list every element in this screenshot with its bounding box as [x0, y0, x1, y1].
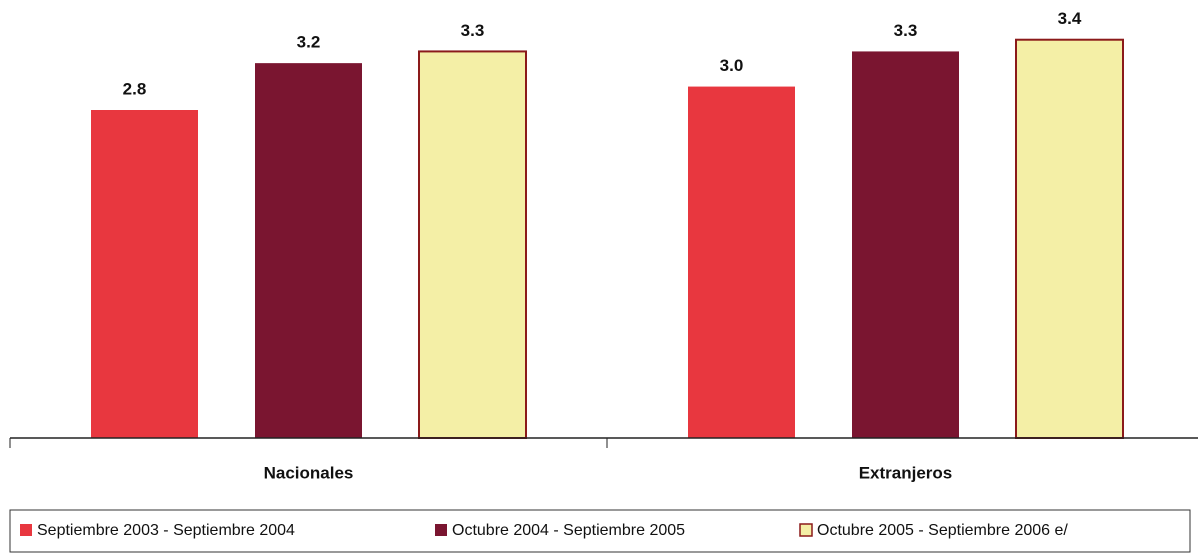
legend-swatch	[20, 524, 32, 536]
value-label: 2.8	[123, 79, 147, 98]
value-label: 3.4	[1058, 9, 1082, 28]
bar	[91, 110, 198, 438]
value-label: 3.2	[297, 33, 321, 52]
bar	[418, 50, 527, 440]
legend-label: Septiembre 2003 - Septiembre 2004	[37, 522, 295, 539]
legend-label: Octubre 2005 - Septiembre 2006 e/	[817, 522, 1068, 539]
legend-box	[9, 509, 1191, 553]
bar	[688, 86, 795, 439]
bar	[1015, 38, 1124, 439]
value-label: 3.3	[894, 21, 918, 40]
bar	[852, 51, 959, 439]
x-tick-label: Nacionales	[264, 463, 354, 482]
legend-label: Octubre 2004 - Septiembre 2005	[452, 522, 685, 539]
value-label: 3.3	[461, 21, 485, 40]
value-label: 3.0	[720, 56, 744, 75]
legend-swatch	[799, 523, 813, 537]
bar	[255, 63, 362, 439]
x-tick-label: Extranjeros	[859, 463, 953, 482]
legend-swatch	[435, 524, 447, 536]
